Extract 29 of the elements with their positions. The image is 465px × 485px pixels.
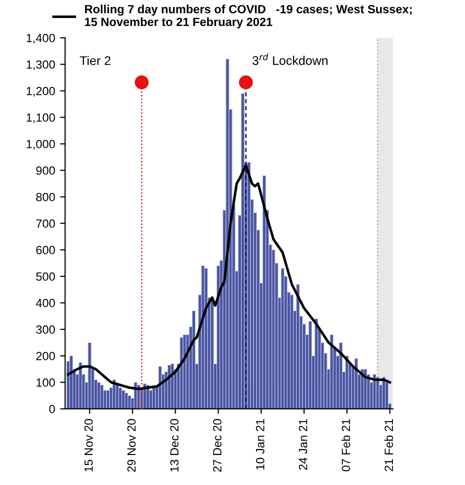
y-tick-label: 500 (36, 272, 55, 281)
bar (158, 366, 162, 409)
x-tick-label: 27 Dec 20 (213, 419, 222, 472)
y-tick-label: 1,400 (26, 34, 55, 44)
x-tick-label: 10 Jan 21 (256, 419, 264, 470)
y-tick-label: 1,100 (26, 113, 55, 124)
x-tick-label: 07 Feb 21 (341, 419, 350, 472)
y-tick-label: 1,000 (26, 140, 55, 150)
bar (376, 376, 380, 409)
y-tick-label: 200 (36, 352, 55, 360)
y-tick-label: 700 (36, 219, 55, 228)
y-tick-label: 100 (36, 378, 55, 387)
y-tick-label: 900 (36, 166, 55, 175)
y-tick-label: 1,200 (26, 86, 55, 97)
y-tick-label: 600 (36, 246, 55, 254)
legend-label: Rolling 7 day numbers of COVID -19 cases; West Sussex; 15 November to 21 February 2021 (85, 4, 412, 28)
ref-line-label: Tier 2 (80, 56, 110, 66)
x-tick-label: 24 Jan 21 (298, 419, 308, 470)
x-tick-label: 15 Nov 20 (84, 419, 93, 472)
y-tick-label: 400 (36, 298, 55, 308)
x-tick-label: 21 Feb 21 (384, 419, 394, 472)
ref-line-label: 3$^{rd}$ Lockdown (252, 53, 328, 65)
x-tick-label: 13 Dec 20 (170, 419, 179, 472)
y-tick-label: 1,300 (26, 60, 55, 70)
y-tick-label: 0 (49, 404, 55, 414)
bar (182, 334, 186, 409)
x-tick-label: 29 Nov 20 (127, 419, 136, 472)
y-tick-label: 300 (36, 325, 55, 334)
y-tick-label: 800 (36, 192, 55, 202)
